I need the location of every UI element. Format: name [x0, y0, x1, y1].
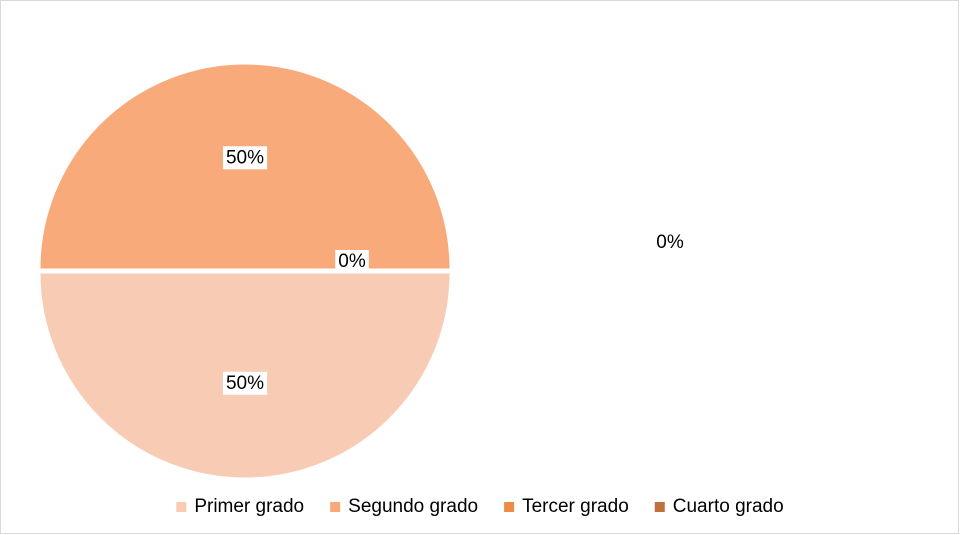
data-label-bg [222, 146, 268, 170]
legend-marker [176, 502, 187, 512]
data-label: 0% [338, 251, 366, 272]
data-label: 0% [656, 232, 684, 253]
data-label-bg [222, 371, 268, 395]
data-label: 50% [226, 147, 264, 168]
data-label-bg [653, 231, 687, 255]
data-label-bg [335, 250, 369, 274]
legend-label: Cuarto grado [673, 496, 784, 517]
data-label: 50% [226, 373, 264, 394]
legend-marker [330, 502, 341, 512]
legend-label: Primer grado [194, 496, 304, 517]
legend-label: Tercer grado [522, 496, 629, 517]
legend-marker [654, 502, 665, 512]
legend-marker [504, 502, 515, 512]
legend-label: Segundo grado [348, 496, 478, 517]
